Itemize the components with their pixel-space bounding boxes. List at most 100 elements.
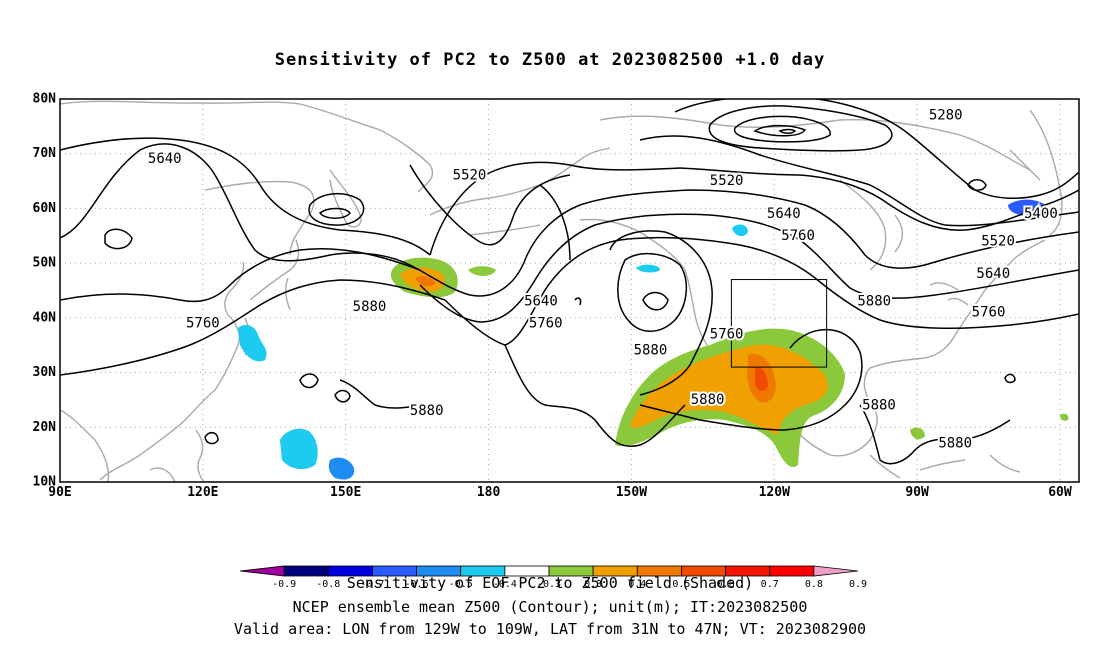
colorbar-tick-label: 0.5 xyxy=(672,579,690,590)
contour-5520-west xyxy=(60,137,431,256)
contour-cutoff-low xyxy=(617,253,687,332)
colorbar-tick-label: -0.9 xyxy=(272,579,296,590)
lon-tick-label: 150E xyxy=(330,485,361,500)
colorbar-tick-label: 0.3 xyxy=(584,579,602,590)
lon-tick-label: 60W xyxy=(1048,485,1072,500)
pos-shade-caribbean xyxy=(910,413,1069,440)
colorbar-tick-label: -0.4 xyxy=(493,579,517,590)
contour-5400-east xyxy=(674,99,1079,200)
neg-shade-pacific-small xyxy=(636,264,660,273)
contour-label: 5520 xyxy=(981,233,1015,249)
contour-label: 5280 xyxy=(929,107,963,123)
colorbar-tick-label: 0.6 xyxy=(717,579,735,590)
contour-label: 5880 xyxy=(938,436,972,452)
contour-label: 5880 xyxy=(634,343,668,359)
contour-trough-east xyxy=(539,184,582,306)
contour-5520-trough xyxy=(409,164,571,246)
neg-shade-west-pacific-core xyxy=(328,457,355,480)
coast-gulf-alaska xyxy=(579,218,686,271)
colorbar-tick-label: -0.5 xyxy=(449,579,473,590)
figure-title: Sensitivity of PC2 to Z500 at 2023082500… xyxy=(274,50,826,70)
lat-tick-label: 80N xyxy=(33,92,57,107)
neg-shade-canada xyxy=(732,224,748,237)
contour-label: 5760 xyxy=(529,315,563,331)
pos-shade-mexico-core xyxy=(755,367,768,392)
plot-frame xyxy=(59,98,1080,483)
contour-5760-mid xyxy=(419,213,1079,323)
contour-labels: 5640 5520 5520 5280 5640 5760 5400 5520 5640 5760… xyxy=(146,105,1060,453)
lat-tick-label: 10N xyxy=(33,475,57,490)
coast-hudson-bay xyxy=(839,179,904,271)
contour-label: 5640 xyxy=(976,266,1010,282)
contour-label: 5640 xyxy=(524,293,558,309)
contour-5880-mid xyxy=(444,236,1079,346)
coast-mexico xyxy=(794,367,878,457)
contour-label: 5400 xyxy=(1024,206,1058,222)
lon-tick-label: 120E xyxy=(187,485,218,500)
lat-tick-label: 50N xyxy=(33,256,57,271)
lon-tick-label: 90E xyxy=(48,485,71,500)
coast-great-lakes xyxy=(929,282,969,306)
contour-label: 5760 xyxy=(781,228,815,244)
valid-area-box xyxy=(730,279,828,368)
coast-siberia-north xyxy=(60,100,434,193)
coast-indochina xyxy=(60,409,176,482)
contour-label: 5520 xyxy=(453,168,487,184)
colorbar-tick-label: 0.7 xyxy=(761,579,779,590)
contour-high-pacific xyxy=(204,373,351,445)
lat-tick-label: 40N xyxy=(33,310,57,325)
coast-kamchatka xyxy=(329,169,362,228)
colorbar-tick-label: -0.8 xyxy=(316,579,340,590)
coastlines xyxy=(60,100,1063,482)
contour-small-low-east xyxy=(967,179,1016,384)
contour-label: 5880 xyxy=(410,403,444,419)
contour-5280-low xyxy=(708,105,893,152)
contour-label: 5760 xyxy=(186,315,220,331)
contour-5520-ridge xyxy=(429,161,1079,256)
coast-us-east xyxy=(954,239,1046,336)
contour-5880-east-of-japan xyxy=(339,379,421,409)
coast-alaska xyxy=(429,147,611,236)
colorbar-tick-label: 0.9 xyxy=(849,579,867,590)
contour-5640-mid xyxy=(409,189,1079,297)
contour-5880-gulf xyxy=(859,404,1011,465)
lon-tick-label: 90W xyxy=(905,485,929,500)
contour-label: 5880 xyxy=(691,392,725,408)
colorbar-tick-label: 0.4 xyxy=(628,579,646,590)
contour-label: 5880 xyxy=(353,299,387,315)
contour-5880-cutoff xyxy=(609,230,713,396)
colorbar-tick-label: 0.8 xyxy=(805,579,823,590)
sensitivity-shading xyxy=(238,199,1069,480)
caption-valid-area: Valid area: LON from 129W to 109W, LAT f… xyxy=(233,620,867,638)
lon-tick-label: 180 xyxy=(477,485,501,500)
z500-contours xyxy=(60,99,1079,465)
neg-shade-japan xyxy=(238,324,267,362)
colorbar-tick-label: -0.7 xyxy=(360,579,384,590)
coast-canada-arctic xyxy=(599,115,1031,171)
contour-5880-west xyxy=(60,279,446,376)
contour-label: 5640 xyxy=(148,151,182,167)
contour-5280-low-inner xyxy=(733,115,831,143)
lon-tick-label: 120W xyxy=(759,485,790,500)
colorbar-segment xyxy=(813,565,859,577)
contour-label: 5520 xyxy=(710,173,744,189)
lat-tick-label: 20N xyxy=(33,420,57,435)
colorbar-tick-label: -0.6 xyxy=(405,579,429,590)
neg-shade-west-pacific xyxy=(280,428,318,470)
coast-okhotsk xyxy=(204,180,315,256)
contour-5520-east xyxy=(639,135,1079,227)
contour-5760-west xyxy=(60,247,421,303)
pos-shade-north-pacific-east xyxy=(468,266,496,276)
contour-label: 5760 xyxy=(972,304,1006,320)
contour-label: 5760 xyxy=(710,326,744,342)
contour-label: 5640 xyxy=(767,206,801,222)
colorbar-title: Sensitivity of EOF PC2 to Z500 field (Sh… xyxy=(346,574,754,592)
contour-5880-mexico xyxy=(639,328,863,431)
coast-gulf-mexico xyxy=(869,334,956,369)
contour-low-west xyxy=(104,228,133,250)
lat-tick-label: 60N xyxy=(33,201,57,216)
coast-korea-china xyxy=(99,261,245,481)
